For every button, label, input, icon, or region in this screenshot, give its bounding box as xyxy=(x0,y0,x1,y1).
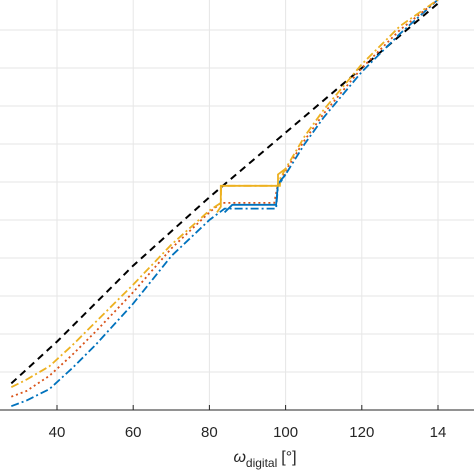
x-tick-label: 100 xyxy=(273,424,298,441)
series-line-1 xyxy=(10,2,439,385)
x-tick-label: 40 xyxy=(49,424,66,441)
x-tick-label: 60 xyxy=(125,424,142,441)
x-tick-label: 120 xyxy=(349,424,374,441)
grid xyxy=(0,0,474,410)
x-axis-label: ωdigital [°] xyxy=(233,449,296,470)
x-axis-unit: [°] xyxy=(281,449,296,466)
x-tick-label: 14 xyxy=(430,424,447,441)
series-line-6 xyxy=(216,167,287,213)
x-ticks: 40 60 80 100 120 14 xyxy=(49,405,447,441)
x-tick-label: 80 xyxy=(201,424,218,441)
series-line-5 xyxy=(223,173,287,214)
series-line-2 xyxy=(10,0,439,408)
x-axis-symbol: ω xyxy=(233,449,245,466)
series-group xyxy=(10,0,439,408)
x-axis-subscript: digital xyxy=(246,456,277,470)
